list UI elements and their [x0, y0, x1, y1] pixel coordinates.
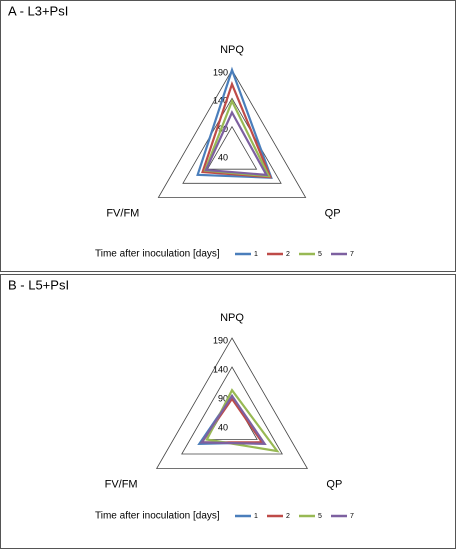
r-tick-label: 90: [218, 393, 228, 403]
series-line: [201, 81, 272, 179]
r-tick-label: 40: [218, 422, 228, 432]
grid-line: [182, 97, 282, 184]
panel-frame: [0, 0, 456, 272]
axis-label: NPQ: [220, 44, 244, 56]
legend-label: 1: [254, 251, 258, 258]
series-line: [204, 110, 269, 177]
series-line: [199, 394, 267, 445]
legend-label: 5: [318, 513, 322, 520]
r-tick-label: 190: [213, 335, 228, 345]
legend-label: 5: [318, 251, 322, 258]
legend-label: 2: [286, 251, 290, 258]
axis-label: QP: [325, 207, 341, 219]
r-tick-label: 40: [218, 152, 228, 162]
grid-line: [206, 395, 258, 440]
legend-label: 2: [286, 513, 290, 520]
series-line: [199, 396, 265, 444]
legend-title: Time after inoculation [days]: [95, 249, 220, 260]
axis-label: FV/FM: [106, 207, 139, 219]
axis-label: FV/FM: [105, 478, 138, 490]
series-line: [196, 66, 273, 179]
grid-line: [206, 125, 258, 170]
panel-title: B - L5+PsI: [8, 277, 69, 292]
panel-frame: [0, 274, 456, 549]
r-tick-label: 90: [218, 124, 228, 134]
legend-label: 1: [254, 513, 258, 520]
legend-label: 7: [350, 513, 354, 520]
legend-label: 7: [350, 251, 354, 258]
r-tick-label: 140: [213, 96, 228, 106]
panel-title: A - L3+PsI: [8, 3, 68, 18]
grid-line: [157, 69, 307, 198]
r-tick-label: 140: [213, 364, 228, 374]
r-tick-label: 190: [213, 67, 228, 77]
legend-title: Time after inoculation [days]: [95, 511, 220, 522]
grid-line: [155, 337, 309, 469]
grid-line: [181, 366, 283, 455]
axis-label: NPQ: [220, 312, 244, 324]
axis-label: QP: [326, 478, 342, 490]
